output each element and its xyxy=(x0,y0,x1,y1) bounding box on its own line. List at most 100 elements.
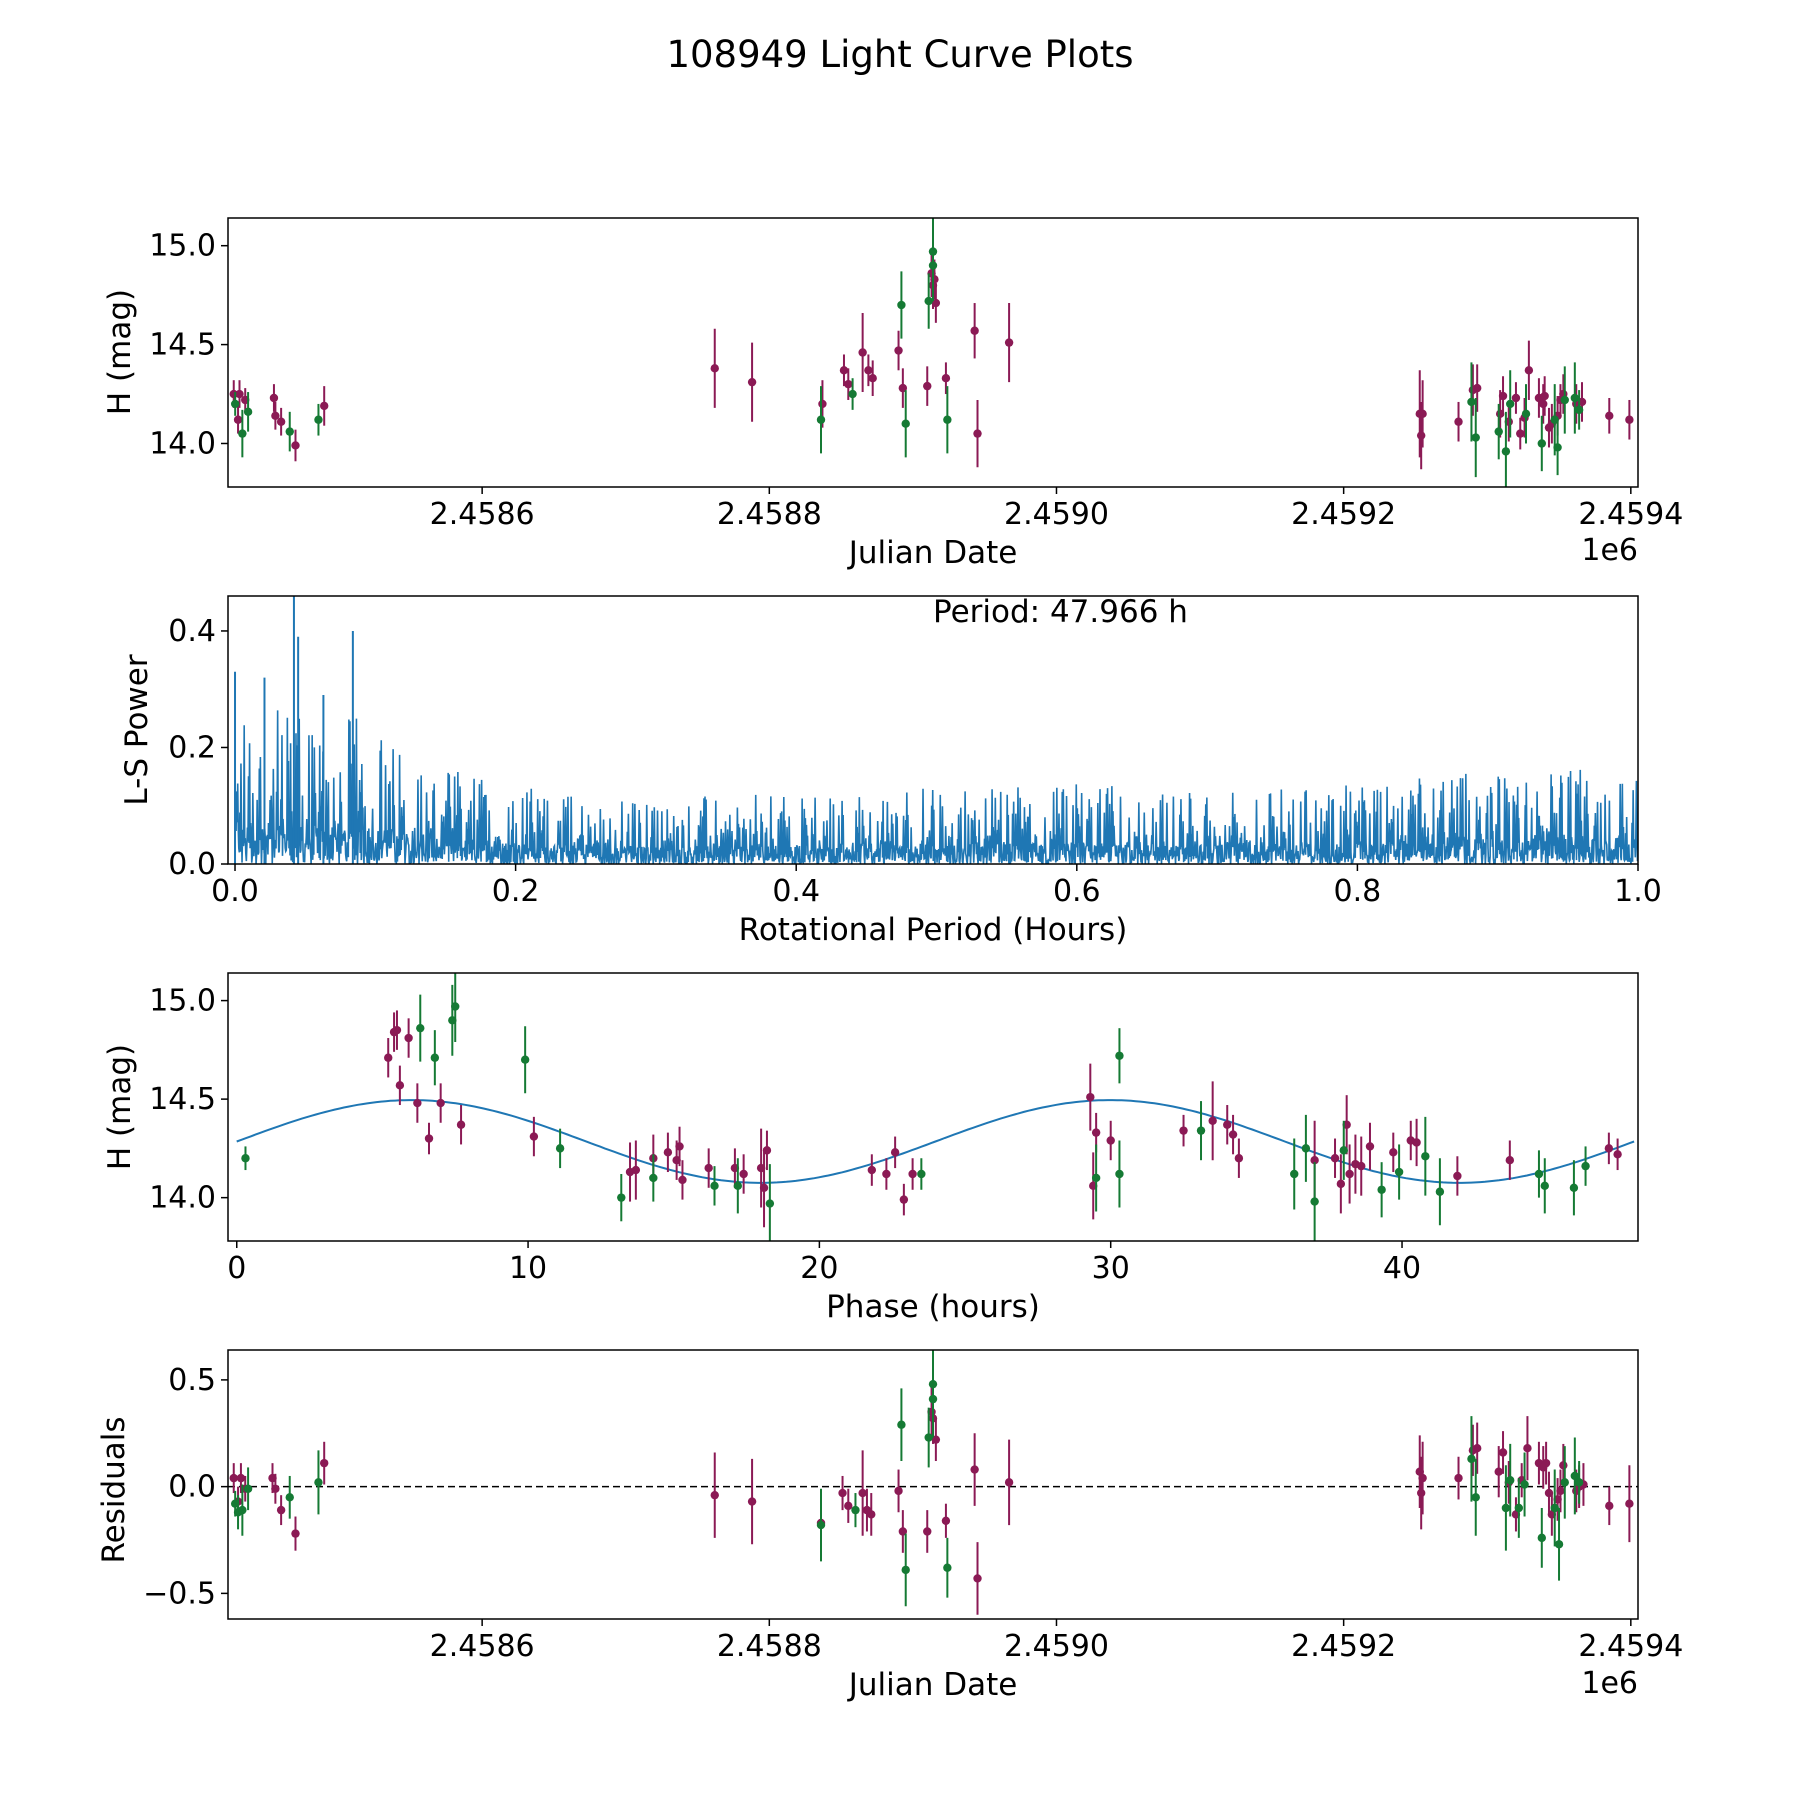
y-tick-label: −0.5 xyxy=(143,1576,216,1611)
green-data-point xyxy=(1581,1161,1590,1171)
green-data-point xyxy=(1421,1152,1430,1161)
green-data-point xyxy=(1520,1480,1529,1489)
green-data-point xyxy=(1339,1146,1348,1155)
magenta-data-point xyxy=(858,348,867,357)
magenta-data-point xyxy=(1472,383,1482,393)
raw-light-curve-axes-frame xyxy=(227,217,1639,488)
residuals-y-label: Residuals xyxy=(96,1416,132,1563)
green-data-point xyxy=(928,261,938,270)
green-data-point xyxy=(1570,1471,1580,1481)
raw-light-curve-plot-area xyxy=(229,218,1634,487)
magenta-data-point xyxy=(894,346,903,355)
periodogram-plot-area xyxy=(234,596,1638,864)
x-tick-label: 0.0 xyxy=(211,874,259,909)
magenta-data-point xyxy=(436,1098,445,1108)
green-data-point xyxy=(555,1144,565,1153)
magenta-data-point xyxy=(867,1165,877,1175)
magenta-data-point xyxy=(236,1473,246,1483)
periodogram-panel: 0.0 0.2 0.4 0.6 0.8 1.0 0.0 0.2 0.4 Period: 47.9… xyxy=(119,594,1662,948)
green-data-point xyxy=(285,1493,294,1502)
green-data-point xyxy=(416,1023,425,1033)
residuals-plot-area xyxy=(228,1350,1638,1615)
periodogram-y-label: L-S Power xyxy=(119,654,155,805)
magenta-data-point xyxy=(710,364,719,373)
y-tick-label: 15.0 xyxy=(149,984,216,1019)
magenta-data-point xyxy=(631,1165,641,1175)
magenta-data-point xyxy=(1556,1486,1565,1496)
magenta-data-point xyxy=(923,381,932,391)
magenta-data-point xyxy=(1004,1478,1014,1487)
magenta-data-point xyxy=(973,1574,982,1583)
green-data-point xyxy=(285,427,294,436)
green-data-point xyxy=(1501,1503,1511,1513)
green-data-point xyxy=(241,1154,250,1163)
green-data-point xyxy=(1574,1478,1584,1487)
phased-light-curve-y-label: H (mag) xyxy=(102,1044,138,1170)
green-data-point xyxy=(928,1379,938,1389)
x-tick-label: 2.4588 xyxy=(717,497,822,532)
magenta-data-point xyxy=(1234,1154,1244,1163)
magenta-data-point xyxy=(1418,1473,1427,1483)
residuals-x-offset: 1e6 xyxy=(1581,1666,1638,1701)
magenta-data-point xyxy=(1494,1467,1503,1476)
magenta-data-point xyxy=(1453,1171,1462,1181)
magenta-data-point xyxy=(1625,1499,1634,1508)
magenta-data-point xyxy=(931,1435,941,1444)
magenta-data-point xyxy=(678,1175,687,1185)
green-data-point xyxy=(617,1193,626,1202)
green-data-point xyxy=(1534,1169,1544,1179)
green-data-point xyxy=(943,1563,952,1572)
magenta-data-point xyxy=(1418,409,1427,419)
green-data-point xyxy=(1537,439,1546,448)
sinusoid-fit-line xyxy=(236,1099,1635,1184)
green-data-point xyxy=(238,429,247,438)
x-tick-label: 20 xyxy=(800,1251,838,1286)
magenta-data-point xyxy=(1540,391,1549,401)
green-data-point xyxy=(1394,1167,1404,1177)
magenta-data-point xyxy=(1524,366,1534,375)
y-tick-label: 14.5 xyxy=(149,328,216,363)
magenta-data-point xyxy=(229,1473,238,1483)
magenta-data-point xyxy=(1357,1161,1366,1171)
magenta-data-point xyxy=(1511,393,1521,403)
magenta-data-point xyxy=(1498,1448,1508,1457)
green-data-point xyxy=(1310,1197,1319,1206)
green-data-point xyxy=(1501,447,1511,456)
magenta-data-point xyxy=(1625,415,1634,424)
magenta-data-point xyxy=(1412,1138,1421,1147)
magenta-data-point xyxy=(1310,1156,1319,1165)
magenta-data-point xyxy=(759,1183,769,1192)
residuals-axes-frame xyxy=(227,1349,1639,1620)
green-data-point xyxy=(1471,433,1480,442)
magenta-data-point xyxy=(320,1458,329,1468)
magenta-data-point xyxy=(1365,1142,1375,1151)
x-tick-label: 2.4592 xyxy=(1291,1629,1396,1664)
magenta-data-point xyxy=(1454,417,1463,426)
green-data-point xyxy=(901,419,910,428)
phased-light-curve-axes-frame xyxy=(227,972,1639,1242)
magenta-data-point xyxy=(1539,399,1548,409)
magenta-data-point xyxy=(1336,1179,1346,1189)
magenta-data-point xyxy=(1389,1148,1398,1157)
magenta-data-point xyxy=(1179,1126,1188,1135)
magenta-data-point xyxy=(970,326,979,335)
x-tick-label: 10 xyxy=(509,1251,547,1286)
x-tick-label: 2.4594 xyxy=(1578,497,1683,532)
green-data-point xyxy=(924,1433,933,1442)
green-data-point xyxy=(1560,395,1569,405)
magenta-data-point xyxy=(898,1527,908,1536)
x-tick-label: 2.4590 xyxy=(1004,497,1109,532)
phased-light-curve-plot-area xyxy=(236,973,1635,1241)
y-tick-label: 0.2 xyxy=(168,730,216,765)
phased-light-curve-ticks: 0 10 20 30 40 14.0 14.5 15.0 xyxy=(149,984,1421,1286)
residuals-panel: 2.4586 2.4588 2.4590 2.4592 2.4594 −0.5 0.0 0.5… xyxy=(96,1349,1683,1703)
y-tick-label: 14.0 xyxy=(149,426,216,461)
green-data-point xyxy=(1115,1051,1124,1060)
periodogram-x-label: Rotational Period (Hours) xyxy=(739,912,1128,948)
y-tick-label: 0.4 xyxy=(168,614,216,649)
x-tick-label: 2.4594 xyxy=(1578,1629,1683,1664)
green-data-point xyxy=(1537,1533,1546,1543)
green-data-point xyxy=(1506,1476,1515,1485)
x-tick-label: 30 xyxy=(1092,1251,1130,1286)
